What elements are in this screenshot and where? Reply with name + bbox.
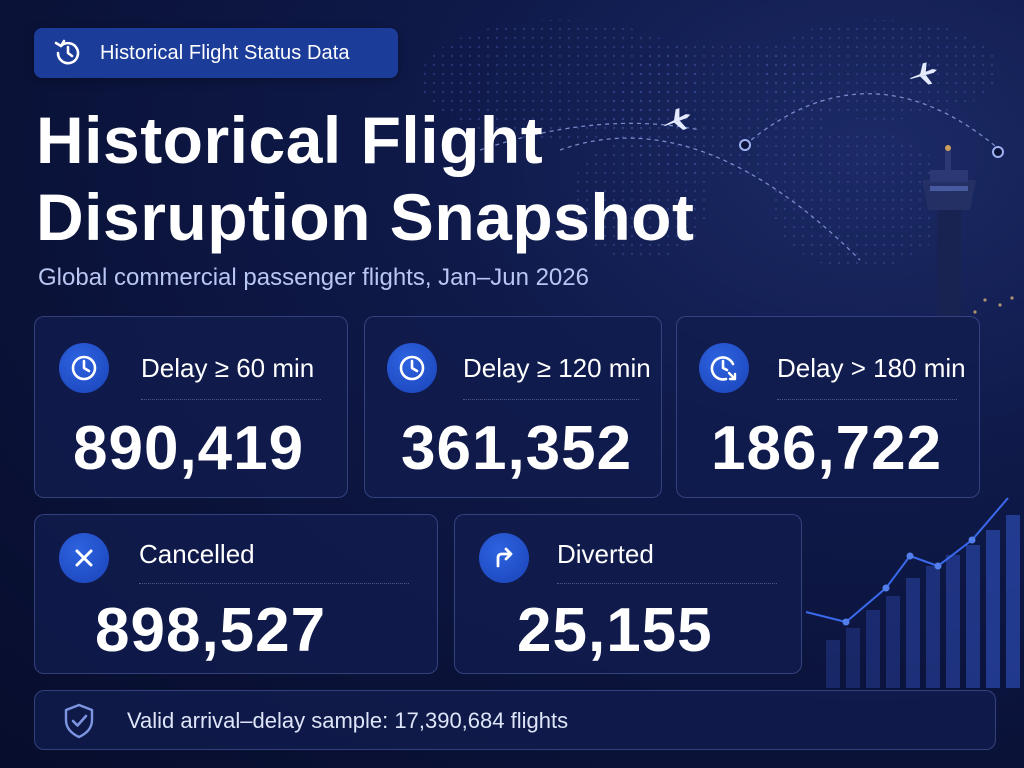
stat-value: 361,352 [401, 414, 633, 483]
airport-lights [973, 296, 1014, 314]
stat-value: 25,155 [517, 596, 713, 665]
background-trend-chart [805, 497, 1020, 688]
stat-label: Delay > 180 min [777, 353, 966, 383]
stat-value: 890,419 [73, 414, 305, 483]
divider [139, 583, 409, 584]
stat-value: 186,722 [711, 414, 943, 483]
sample-footer: Valid arrival–delay sample: 17,390,684 f… [34, 690, 996, 750]
page-title: Historical Flight Disruption Snapshot [36, 102, 816, 255]
page-subtitle: Global commercial passenger flights, Jan… [38, 264, 589, 291]
divider [141, 399, 321, 400]
clock-arrow-icon [699, 343, 749, 393]
clock-icon [387, 343, 437, 393]
stat-card-delay-120: Delay ≥ 120 min 361,352 [364, 316, 662, 498]
stat-card-diverted: Diverted 25,155 [454, 514, 802, 674]
stat-label: Delay ≥ 120 min [463, 353, 651, 383]
stat-label: Cancelled [139, 539, 255, 569]
x-icon [59, 533, 109, 583]
control-tower [922, 145, 976, 320]
turn-right-arrow-icon [479, 533, 529, 583]
stat-label: Diverted [557, 539, 654, 569]
clock-icon [59, 343, 109, 393]
sample-size-text: Valid arrival–delay sample: 17,390,684 f… [127, 708, 569, 733]
divider [777, 399, 957, 400]
stat-label: Delay ≥ 60 min [141, 353, 315, 383]
shield-check-icon [59, 701, 99, 741]
stat-card-delay-60: Delay ≥ 60 min 890,419 [34, 316, 348, 498]
history-clock-icon [50, 35, 86, 71]
stat-card-cancelled: Cancelled 898,527 [34, 514, 438, 674]
badge-label: Historical Flight Status Data [100, 41, 350, 64]
divider [557, 583, 777, 584]
title-line-2: Disruption Snapshot [36, 179, 695, 254]
divider [463, 399, 639, 400]
data-source-badge: Historical Flight Status Data [34, 28, 398, 78]
stat-card-delay-180: Delay > 180 min 186,722 [676, 316, 980, 498]
airplane-icon [910, 62, 937, 85]
stat-value: 898,527 [95, 596, 327, 665]
title-line-1: Historical Flight [36, 103, 544, 177]
